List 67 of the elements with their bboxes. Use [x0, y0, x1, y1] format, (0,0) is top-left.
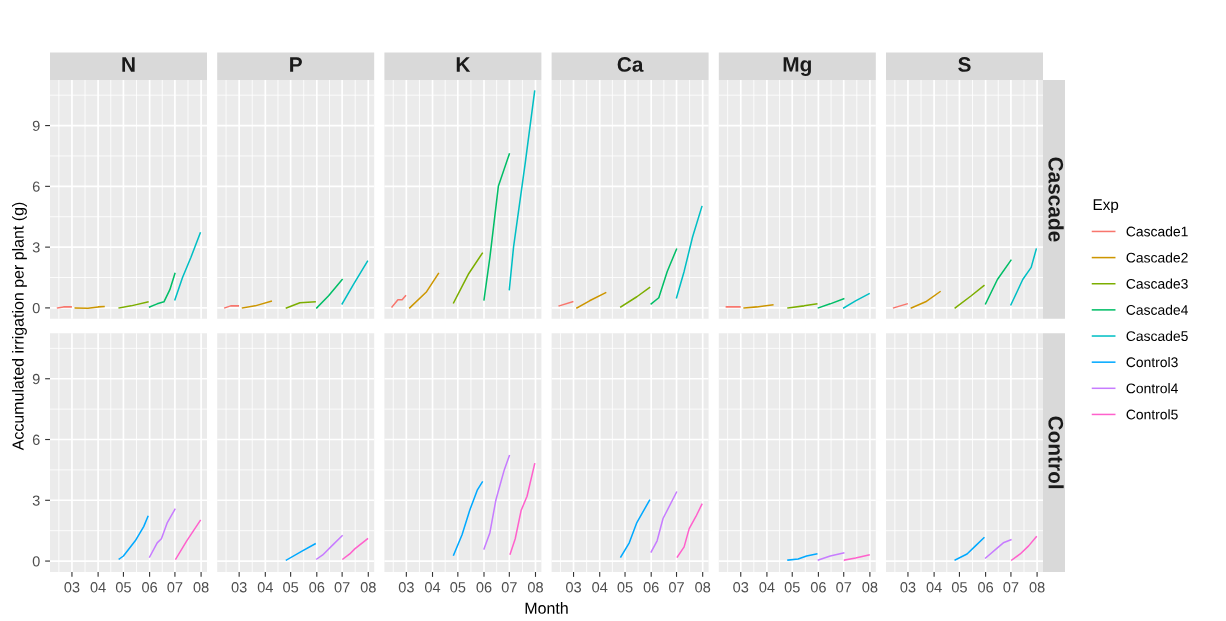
- legend-label: Cascade1: [1126, 226, 1188, 237]
- x-tick-label: 08: [360, 582, 376, 593]
- x-tick-label: 03: [566, 582, 582, 593]
- x-tick-label: 05: [450, 582, 466, 593]
- x-tick-label: 08: [695, 582, 711, 593]
- x-tick-label: 04: [424, 582, 441, 593]
- line-series: [174, 232, 202, 301]
- x-tick-label: 05: [784, 582, 800, 593]
- line-series: [148, 272, 176, 308]
- x-tick-label: 06: [476, 582, 492, 593]
- x-tick-label: 03: [733, 582, 749, 593]
- y2-axis-title: Cascade: [1048, 157, 1064, 242]
- legend-label: Control4: [1126, 383, 1178, 394]
- x-tick-label: 03: [231, 582, 247, 593]
- x-tick-label: 07: [501, 582, 517, 593]
- legend-label: Cascade2: [1126, 252, 1188, 263]
- x-tick-label: 06: [142, 582, 158, 593]
- x-tick-label: 04: [592, 582, 608, 593]
- legend-label: Cascade4: [1126, 304, 1188, 315]
- line-series: [148, 508, 176, 558]
- x-tick-label: 03: [398, 582, 414, 593]
- y-tick-label: 6: [32, 181, 40, 192]
- x-tick-label: 08: [193, 582, 209, 593]
- y-tick-label: 3: [32, 495, 40, 506]
- chart-title: S: [958, 57, 971, 72]
- x-tick-label: 08: [1029, 582, 1045, 593]
- legend-title: Exp: [1093, 199, 1119, 214]
- y-tick-label: 0: [32, 303, 40, 314]
- x-tick-label: 07: [334, 582, 350, 593]
- y-tick-label: 9: [32, 373, 40, 385]
- legend-label: Control3: [1126, 356, 1178, 368]
- x-tick-label: 08: [862, 582, 878, 593]
- legend-label: Control5: [1126, 409, 1178, 420]
- y-tick-label: 3: [32, 242, 40, 253]
- x-tick-label: 04: [257, 582, 273, 593]
- legend-label: Cascade5: [1126, 330, 1188, 342]
- x-tick-label: 04: [759, 582, 775, 593]
- chart-title: K: [456, 57, 471, 72]
- x-tick-label: 07: [836, 582, 852, 593]
- chart-title: N: [122, 57, 135, 72]
- chart-title: Mg: [783, 57, 811, 76]
- y-axis-title: Accumulated irrigation per plant (g): [12, 202, 27, 451]
- x-tick-label: 05: [951, 582, 967, 593]
- chart-title: Ca: [617, 57, 644, 72]
- legend-label: Cascade3: [1126, 278, 1188, 289]
- x-axis-title: Month: [525, 602, 568, 614]
- x-tick-label: 06: [978, 582, 994, 593]
- x-tick-label: 04: [90, 582, 106, 593]
- x-tick-label: 06: [810, 582, 826, 593]
- x-tick-label: 05: [283, 582, 299, 593]
- line-series: [118, 515, 149, 560]
- x-tick-label: 04: [926, 582, 942, 593]
- x-tick-label: 03: [64, 582, 80, 593]
- x-tick-label: 07: [1003, 582, 1019, 593]
- x-tick-label: 08: [527, 582, 543, 593]
- chart-title: P: [290, 57, 302, 72]
- y-tick-label: 6: [32, 434, 40, 445]
- y2-axis-title: Control: [1048, 416, 1064, 489]
- x-tick-label: 06: [643, 582, 659, 593]
- x-tick-label: 05: [115, 582, 131, 593]
- x-tick-label: 07: [167, 582, 183, 593]
- y-tick-label: 0: [32, 556, 40, 567]
- x-tick-label: 05: [617, 582, 633, 593]
- x-tick-label: 06: [309, 582, 325, 593]
- y-tick-label: 9: [32, 120, 40, 132]
- x-tick-label: 03: [900, 582, 916, 593]
- x-tick-label: 07: [668, 582, 684, 593]
